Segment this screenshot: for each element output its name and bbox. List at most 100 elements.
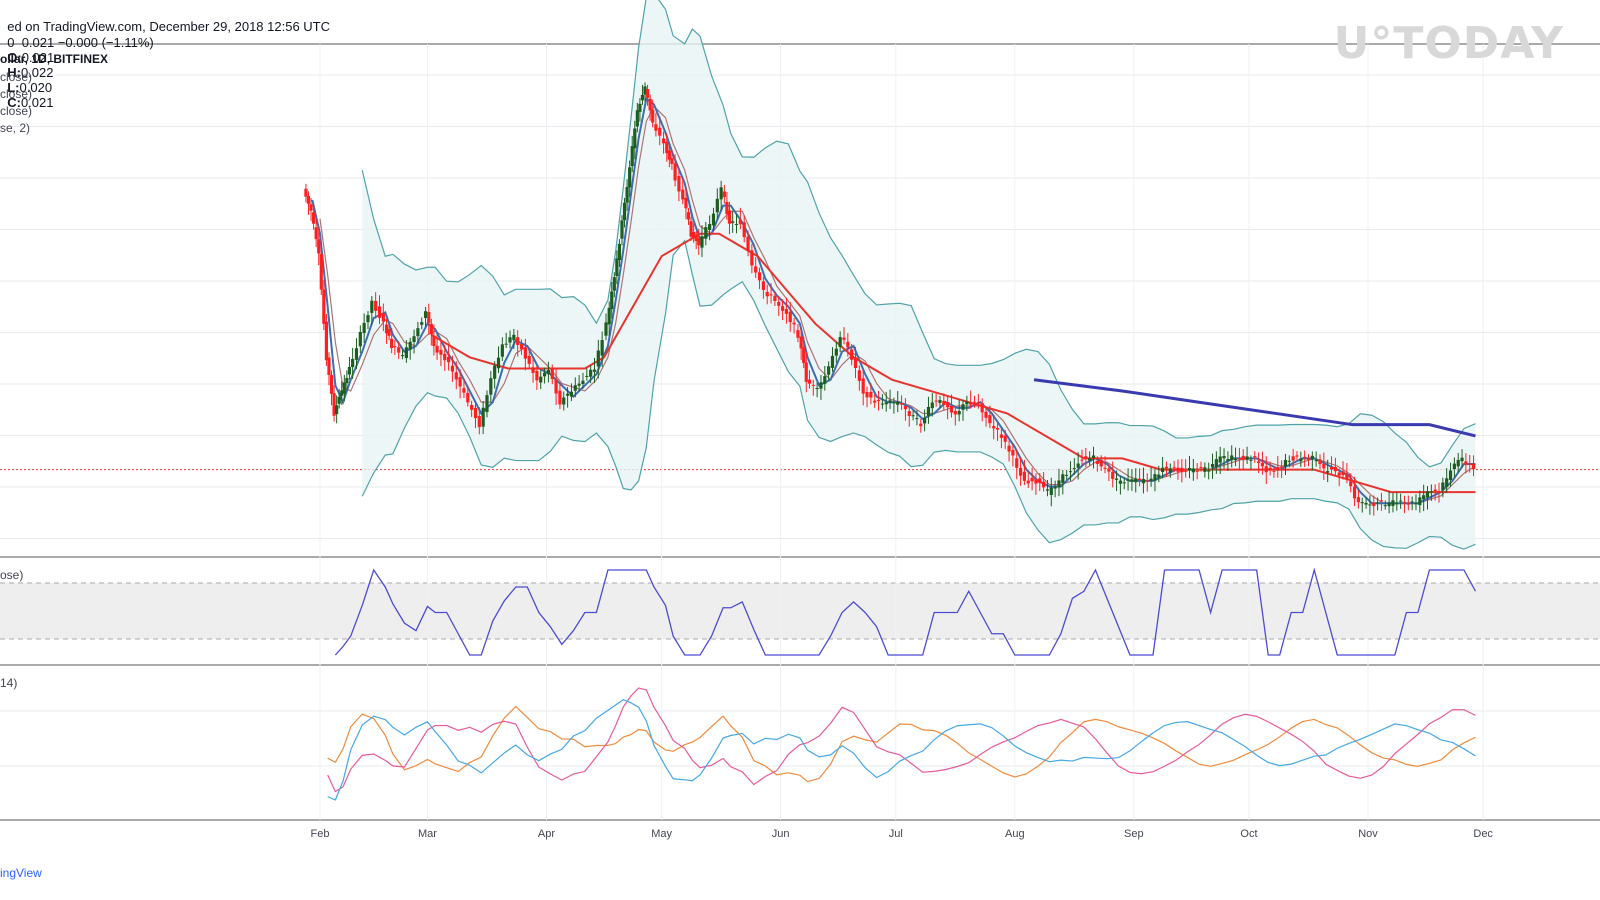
candle-body	[704, 227, 708, 239]
candle-body	[1422, 495, 1426, 500]
candle-body	[589, 369, 593, 377]
candle-body	[1230, 455, 1234, 461]
candle-body	[677, 176, 681, 192]
tradingview-footer[interactable]: ingView	[0, 866, 42, 880]
candle-body	[1329, 466, 1334, 470]
candle-body	[1237, 458, 1241, 460]
candle-body	[1072, 468, 1076, 470]
candle-body	[1283, 459, 1288, 467]
candle-body	[581, 380, 585, 385]
candle-body	[1368, 504, 1372, 506]
candle-body	[1199, 467, 1203, 469]
candle-body	[432, 335, 436, 347]
candle-body	[1049, 487, 1053, 495]
bollinger-band-fill	[362, 0, 1476, 550]
candle-body	[1153, 474, 1157, 481]
candle-body	[1180, 467, 1184, 473]
candle-body	[1126, 479, 1130, 481]
candle-body	[1253, 456, 1257, 458]
candle-body	[769, 294, 773, 296]
candle-body	[458, 377, 462, 387]
candle-body	[504, 343, 508, 345]
stoch-blue-line	[327, 698, 1476, 801]
candle-body	[1345, 474, 1349, 480]
o-label: O:	[7, 50, 22, 65]
l-label: L:	[7, 80, 20, 95]
candle-body	[819, 382, 823, 389]
candle-body	[625, 186, 629, 203]
candle-body	[429, 323, 433, 335]
candle-body	[957, 411, 961, 415]
candles	[304, 82, 1476, 516]
x-tick-label: Dec	[1473, 828, 1493, 840]
candle-body	[869, 391, 873, 398]
candle-body	[1333, 467, 1337, 472]
x-tick-label: Sep	[1124, 828, 1144, 840]
candle-body	[416, 328, 420, 337]
candle-body	[1161, 467, 1165, 472]
candle-body	[493, 365, 497, 379]
candle-body	[1091, 455, 1096, 458]
candle-body	[888, 400, 892, 403]
x-tick-label: Apr	[538, 828, 555, 840]
x-tick-label: Nov	[1358, 828, 1378, 840]
candle-body	[314, 227, 318, 240]
candle-body	[1241, 455, 1245, 461]
candle-body	[622, 202, 627, 221]
candle-body	[915, 418, 919, 420]
candle-body	[1141, 479, 1146, 484]
candle-body	[780, 306, 785, 311]
candle-body	[384, 324, 389, 334]
candle-body	[1326, 471, 1330, 473]
candle-body	[635, 110, 639, 127]
candle-body	[423, 311, 428, 318]
candle-body	[823, 376, 827, 384]
candle-body	[857, 370, 861, 381]
candle-body	[1145, 480, 1149, 482]
candle-body	[1030, 477, 1034, 482]
candle-body	[387, 329, 391, 336]
candle-body	[562, 397, 566, 405]
candle-body	[1410, 501, 1414, 503]
candle-body	[930, 402, 934, 409]
x-axis: Feb Mar Apr May Jun Jul Aug Sep Oct Nov Dec	[311, 828, 1494, 840]
candle-body	[1314, 460, 1318, 462]
candle-body	[961, 404, 965, 410]
bollinger-lower	[361, 239, 1476, 550]
candle-body	[899, 402, 904, 405]
candle-body	[546, 369, 551, 375]
ma-short-brown	[319, 105, 1476, 504]
candle-body	[1003, 435, 1007, 442]
candle-body	[761, 281, 765, 290]
candle-body	[1164, 466, 1169, 469]
candle-body	[304, 188, 308, 197]
candle-body	[1099, 460, 1103, 467]
candle-body	[765, 291, 769, 297]
ma-long	[1033, 378, 1476, 438]
candle-body	[999, 434, 1003, 438]
candle-body	[1011, 449, 1015, 456]
rsi-line	[334, 567, 1477, 656]
legend-stoch: 14)	[0, 676, 18, 690]
candle-body	[620, 220, 624, 239]
candle-body	[435, 345, 439, 353]
candle-body	[1042, 481, 1046, 488]
candle-body	[1187, 467, 1192, 471]
candle-body	[566, 393, 570, 396]
candle-body	[719, 187, 723, 200]
candle-body	[351, 358, 355, 368]
candle-body	[1445, 478, 1449, 488]
candle-body	[1084, 456, 1088, 459]
candle-body	[345, 378, 349, 384]
candle-body	[1268, 467, 1272, 471]
candle-body	[1414, 503, 1418, 505]
candle-body	[876, 400, 881, 402]
candle-body	[1207, 470, 1211, 472]
candle-body	[1468, 463, 1472, 465]
candle-body	[1295, 455, 1299, 457]
candle-body	[1114, 478, 1119, 480]
candle-body	[1364, 502, 1368, 505]
candle-body	[1391, 500, 1395, 506]
candle-body	[1352, 486, 1357, 499]
candle-body	[327, 357, 331, 375]
